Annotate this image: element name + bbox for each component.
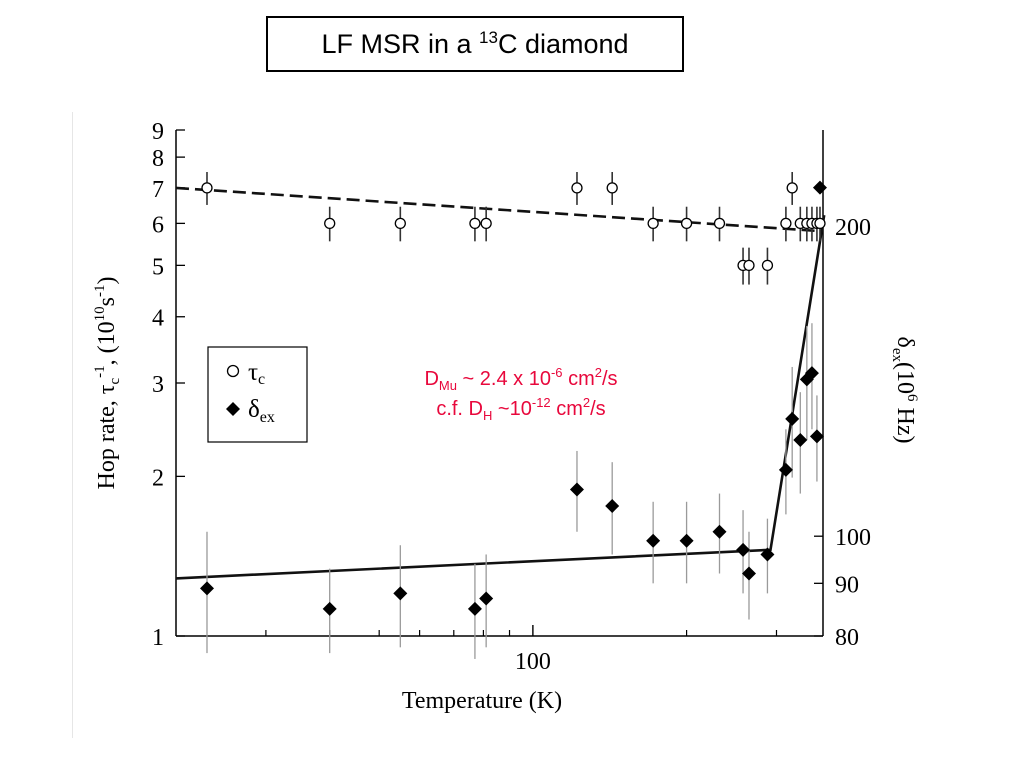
delta-point: [569, 482, 584, 497]
tau-point: [606, 182, 618, 194]
delta-point: [793, 432, 808, 447]
right-tick-label: 200: [835, 215, 871, 241]
legend-tau-label: τc: [248, 359, 265, 388]
y-left-axis-label: Hop rate, τc-1, (1010s-1): [92, 277, 123, 490]
tau-point: [761, 259, 774, 272]
delta-point: [785, 411, 800, 426]
right-tick-label: 80: [835, 625, 859, 651]
tau-point: [680, 217, 693, 230]
tau-point: [324, 217, 336, 230]
delta-point: [393, 586, 408, 601]
tau-fit-line: [175, 186, 822, 233]
bottom-axis-ticks: 100: [265, 625, 778, 675]
tau-point: [571, 182, 583, 194]
delta-point: [605, 498, 620, 513]
delta-point: [646, 533, 661, 548]
y-right-axis-label: δex(106 Hz): [889, 337, 920, 444]
left-tick-label: 8: [152, 146, 164, 172]
delta-point: [760, 547, 775, 562]
delta-point: [479, 591, 494, 606]
delta-point: [679, 533, 694, 548]
left-tick-label: 7: [152, 177, 164, 203]
delta-point: [467, 601, 482, 616]
right-axis-ticks: 80 90 100 200: [814, 215, 871, 651]
tau-point: [814, 217, 826, 230]
legend-diamond-icon: [226, 402, 240, 416]
legend: τc δex: [207, 346, 308, 443]
delta-point: [809, 429, 824, 444]
tau-point: [469, 217, 481, 230]
delta-point: [778, 462, 793, 477]
x-axis-label: Temperature (K): [402, 688, 562, 714]
delta-point: [812, 180, 827, 195]
right-tick-label: 90: [835, 572, 859, 598]
diffusion-note-line2: c.f. DH ~10-12 cm2/s: [436, 395, 605, 423]
delta-point: [736, 542, 751, 557]
slide-title-text: LF MSR in a 13C diamond: [321, 27, 629, 59]
tau-point: [743, 259, 755, 272]
left-tick-label: 1: [152, 625, 164, 651]
data-markers: [199, 180, 827, 616]
tau-point: [786, 182, 798, 194]
delta-point: [712, 524, 727, 539]
slide-divider: [72, 112, 73, 738]
right-tick-label: 100: [835, 525, 871, 551]
left-tick-label: 9: [152, 119, 164, 145]
tau-point: [780, 217, 792, 230]
left-tick-label: 5: [152, 254, 164, 280]
delta-point: [322, 601, 337, 616]
left-axis-ticks: 1 2 3 4 5 6 7 89: [152, 119, 185, 651]
left-tick-label: 3: [152, 372, 164, 398]
tau-point: [713, 217, 726, 230]
bottom-tick-label: 100: [515, 649, 551, 675]
diffusion-note-line1: DMu ~ 2.4 x 10-6 cm2/s: [424, 365, 617, 393]
delta-point: [199, 581, 214, 596]
left-tick-label: 6: [152, 212, 164, 238]
tau-point: [394, 217, 406, 230]
left-tick-label: 4: [152, 306, 164, 332]
legend-circle-icon: [226, 364, 240, 378]
delta-point: [804, 366, 819, 381]
legend-delta-label: δex: [248, 396, 275, 426]
tau-point: [201, 182, 213, 194]
tau-point: [647, 217, 659, 230]
tau-point: [480, 217, 492, 230]
legend-box: [207, 346, 308, 443]
slide-title: LF MSR in a 13C diamond: [266, 16, 684, 72]
delta-point: [741, 566, 756, 581]
left-tick-label: 2: [152, 465, 164, 491]
